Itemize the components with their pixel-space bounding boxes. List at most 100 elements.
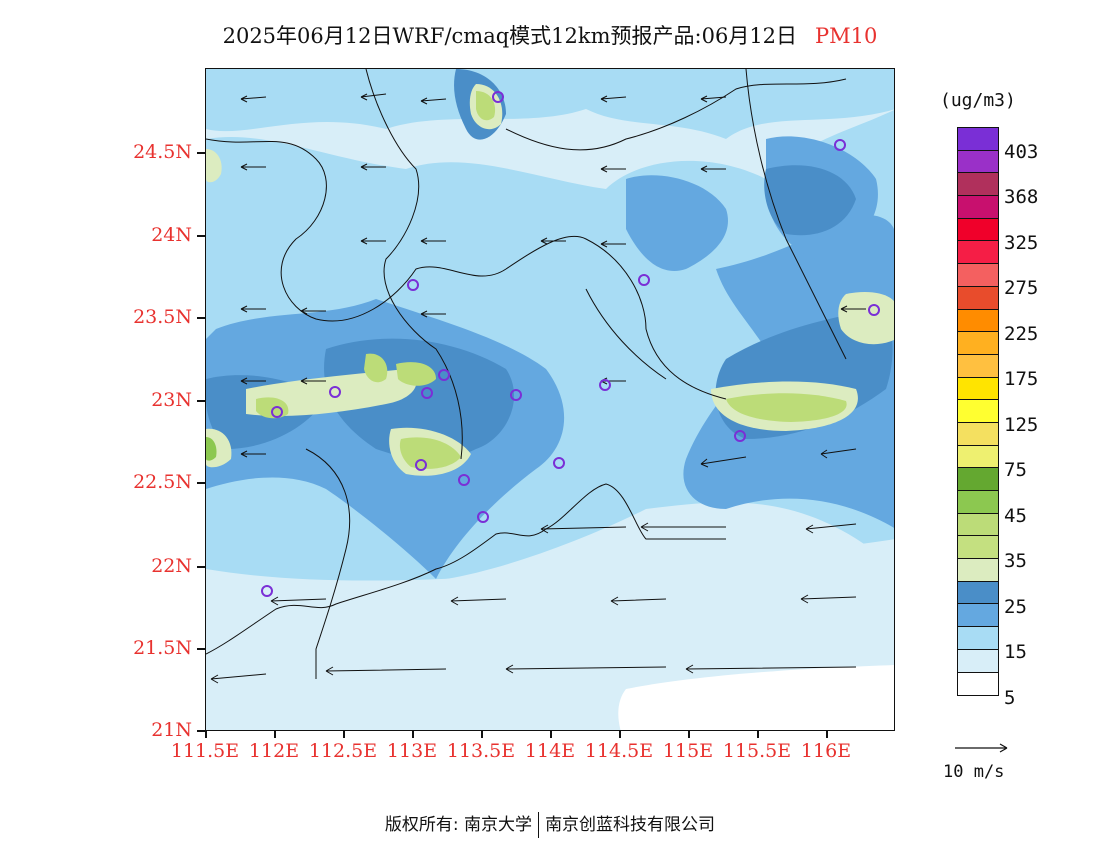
colorbar-label: 75 — [1004, 459, 1027, 481]
y-label: 22.5N — [133, 471, 192, 493]
monitoring-stations — [261, 91, 880, 597]
colorbar-swatch — [958, 422, 998, 446]
colorbar-swatch — [958, 581, 998, 605]
wind-reference-label: 10 m/s — [943, 762, 1005, 782]
x-label: 114E — [524, 740, 576, 762]
y-label: 23.5N — [133, 306, 192, 328]
colorbar-label: 45 — [1004, 505, 1027, 527]
contour-45f — [476, 91, 496, 121]
y-tick — [197, 730, 205, 732]
y-label: 22N — [151, 555, 192, 577]
x-tick — [412, 731, 414, 738]
title-text: 2025年06月12日WRF/cmaq模式12km预报产品:06月12日 — [222, 24, 798, 48]
x-tick — [550, 731, 552, 738]
colorbar-swatch — [958, 513, 998, 537]
colorbar-swatch — [958, 491, 998, 514]
colorbar-swatch — [958, 173, 998, 197]
colorbar-swatch — [958, 128, 998, 151]
colorbar-label: 225 — [1004, 323, 1039, 345]
colorbar-swatch — [958, 264, 998, 287]
x-tick — [481, 731, 483, 738]
colorbar-swatch — [958, 196, 998, 219]
colorbar-swatch — [958, 627, 998, 650]
y-label: 21.5N — [133, 637, 192, 659]
x-label: 111.5E — [170, 740, 240, 762]
x-label: 115E — [662, 740, 714, 762]
x-tick — [619, 731, 621, 738]
contour-15b — [206, 69, 894, 139]
colorbar-swatch — [958, 649, 998, 673]
colorbar-label: 275 — [1004, 277, 1039, 299]
contour-45e — [256, 397, 289, 419]
y-tick — [197, 566, 205, 568]
colorbar-swatch — [958, 218, 998, 242]
colorbar-swatch — [958, 286, 998, 310]
contour-25e — [764, 165, 856, 236]
x-label: 116E — [800, 740, 852, 762]
contour-35f — [206, 149, 222, 183]
colorbar-swatch — [958, 400, 998, 423]
y-tick — [197, 152, 205, 154]
contour-45a — [726, 393, 847, 422]
colorbar-label: 175 — [1004, 368, 1039, 390]
colorbar-swatch — [958, 309, 998, 333]
x-tick — [688, 731, 690, 738]
copyright-footer: 版权所有: 南京大学 南京创蓝科技有限公司 — [0, 810, 1100, 838]
colorbar-swatch — [958, 445, 998, 469]
x-tick — [274, 731, 276, 738]
x-label: 115.5E — [722, 740, 792, 762]
colorbar-label: 368 — [1004, 186, 1039, 208]
x-tick — [757, 731, 759, 738]
colorbar — [957, 127, 999, 697]
colorbar-swatch — [958, 150, 998, 174]
y-label: 24N — [151, 224, 192, 246]
x-label: 112E — [248, 740, 300, 762]
y-tick — [197, 400, 205, 402]
y-label: 24.5N — [133, 141, 192, 163]
x-label: 114.5E — [584, 740, 654, 762]
colorbar-label: 25 — [1004, 596, 1027, 618]
colorbar-swatch — [958, 377, 998, 401]
contour-20c — [626, 175, 728, 271]
wind-vectors — [210, 93, 866, 684]
colorbar-swatch — [958, 332, 998, 355]
wind-reference-arrow-icon — [955, 743, 1008, 753]
colorbar-unit: (ug/m3) — [940, 90, 1016, 111]
y-tick — [197, 317, 205, 319]
colorbar-label: 35 — [1004, 550, 1027, 572]
footer-left: 版权所有: 南京大学 — [384, 815, 533, 835]
contour-45b — [399, 437, 461, 469]
variable-name: PM10 — [815, 24, 878, 48]
contour-45c — [364, 353, 388, 383]
pm10-field — [206, 69, 894, 730]
footer-separator — [538, 812, 540, 838]
x-label: 113.5E — [446, 740, 516, 762]
colorbar-label: 15 — [1004, 641, 1027, 663]
colorbar-swatch — [958, 241, 998, 265]
x-label: 113E — [386, 740, 438, 762]
colorbar-label: 403 — [1004, 141, 1039, 163]
colorbar-label: 325 — [1004, 232, 1039, 254]
contour-35e — [838, 292, 894, 345]
contour-45d — [396, 362, 436, 386]
colorbar-label: 125 — [1004, 414, 1039, 436]
colorbar-swatch — [958, 559, 998, 582]
y-label: 23N — [151, 389, 192, 411]
x-tick — [826, 731, 828, 738]
footer-right: 南京创蓝科技有限公司 — [545, 815, 716, 835]
coastline — [206, 69, 847, 679]
y-tick — [197, 482, 205, 484]
x-label: 112.5E — [308, 740, 378, 762]
colorbar-swatch — [958, 604, 998, 628]
contour-0-south — [618, 665, 894, 730]
map-panel — [205, 68, 895, 731]
colorbar-swatch — [958, 354, 998, 378]
y-tick — [197, 648, 205, 650]
colorbar-swatch — [958, 468, 998, 491]
chart-title: 2025年06月12日WRF/cmaq模式12km预报产品:06月12日 PM10 — [0, 20, 1100, 50]
colorbar-label: 5 — [1004, 687, 1016, 709]
colorbar-swatch — [958, 536, 998, 560]
x-tick — [343, 731, 345, 738]
y-label: 21N — [151, 719, 192, 741]
y-tick — [197, 235, 205, 237]
